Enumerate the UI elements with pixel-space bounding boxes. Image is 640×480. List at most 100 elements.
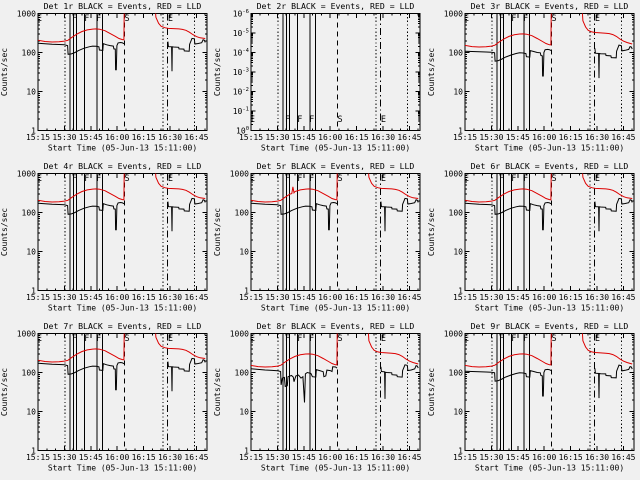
x-tick-label: 15:45 (292, 453, 316, 462)
x-tick-label: 15:30 (52, 293, 76, 302)
plot-det-7r: 15:15 15:30 15:45 16:00 16:15 16:30 16:45 1 10 10… (0, 320, 214, 480)
y-tick-label: 100 (449, 48, 464, 57)
event-flag-letter: E (168, 174, 173, 184)
event-flag-letter: E (595, 14, 600, 24)
x-tick-label: 16:45 (184, 453, 208, 462)
x-tick-label: 15:15 (239, 453, 263, 462)
x-tick-label: 15:45 (79, 133, 103, 142)
x-tick-label: 16:30 (585, 293, 609, 302)
x-tick-label: 15:45 (79, 293, 103, 302)
event-flag-letter: F (309, 174, 314, 184)
event-flag-letter: E (464, 14, 469, 24)
chart-canvas-det-8r: 15:15 15:30 15:45 16:00 16:15 16:30 16:45 1 10 10… (213, 321, 422, 473)
y-tick-label: 100 (235, 368, 250, 377)
event-flag-letter: F (72, 174, 77, 184)
events-curve (251, 366, 338, 403)
y-tick-label: 1 (458, 286, 463, 295)
y-tick-label: 10-2 (233, 87, 249, 96)
y-tick-label: 1 (31, 286, 36, 295)
y-tick-label: 10-5 (233, 29, 249, 38)
event-flag-letter: S (552, 14, 557, 24)
x-tick-label: 16:30 (158, 453, 182, 462)
event-flag-letter: E (250, 334, 255, 344)
plot-title: Det 3r BLACK = Events, RED = LLD (471, 1, 629, 11)
x-tick-label: 16:45 (611, 453, 635, 462)
event-flag-letter: S (125, 14, 130, 24)
x-tick-label: 16:30 (371, 133, 395, 142)
y-axis-label: Counts/sec (0, 48, 9, 96)
events-curve (38, 361, 125, 391)
x-tick-label: 15:15 (453, 133, 477, 142)
event-flag-letter: F (96, 174, 101, 184)
event-flag-letter: F (285, 174, 290, 184)
events-curve (251, 201, 338, 231)
chart-canvas-det-7r: 15:15 15:30 15:45 16:00 16:15 16:30 16:45 1 10 10… (0, 321, 209, 473)
event-flag-letter: E (381, 174, 386, 184)
y-tick-label: 10-1 (233, 107, 249, 116)
plot-title: Det 7r BLACK = Events, RED = LLD (44, 321, 202, 331)
x-tick-label: 16:45 (184, 293, 208, 302)
event-flag-letter: F (285, 334, 290, 344)
plot-title: Det 1r BLACK = Events, RED = LLD (44, 1, 202, 11)
plot-det-4r: 15:15 15:30 15:45 16:00 16:15 16:30 16:45 1 10 10… (0, 160, 214, 320)
x-tick-label: 15:15 (239, 133, 263, 142)
event-flag-letter: F (297, 115, 302, 125)
event-flag-letter: E (595, 174, 600, 184)
event-flag-letter: F (499, 334, 504, 344)
event-flag-letter: F (72, 334, 77, 344)
event-flag-letter: S (338, 115, 343, 125)
x-tick-label: 16:45 (397, 133, 421, 142)
events-curve (167, 197, 206, 232)
y-tick-label: 1000 (230, 329, 249, 338)
x-axis-label: Start Time (05-Jun-13 15:11:00) (48, 464, 197, 473)
x-tick-label: 15:30 (479, 133, 503, 142)
event-flag-letter: E (168, 334, 173, 344)
x-axis-label: Start Time (05-Jun-13 15:11:00) (48, 304, 197, 313)
event-flag-letter: F (499, 14, 504, 24)
events-curve (380, 197, 419, 232)
x-tick-label: 16:45 (397, 453, 421, 462)
plot-det-8r: 15:15 15:30 15:45 16:00 16:15 16:30 16:45 1 10 10… (213, 320, 427, 480)
y-tick-label: 10-6 (233, 9, 249, 18)
x-tick-label: 16:15 (345, 453, 369, 462)
x-tick-label: 15:45 (292, 133, 316, 142)
y-tick-label: 100 (22, 48, 37, 57)
y-tick-label: 1 (244, 286, 249, 295)
plot-title: Det 4r BLACK = Events, RED = LLD (44, 161, 202, 171)
x-tick-label: 15:30 (479, 293, 503, 302)
lld-curve (251, 333, 419, 368)
events-curve (465, 368, 552, 397)
y-tick-label: 1000 (230, 169, 249, 178)
event-flag-letter: F (309, 115, 314, 125)
y-tick-label: 10 (453, 407, 463, 416)
y-axis-label: Counts/sec (427, 208, 436, 256)
event-flag-letter: F (297, 174, 302, 184)
x-tick-label: 16:15 (132, 293, 156, 302)
chart-canvas-det-5r: 15:15 15:30 15:45 16:00 16:15 16:30 16:45 1 10 10… (213, 161, 422, 313)
plot-det-3r: 15:15 15:30 15:45 16:00 16:15 16:30 16:45 1 10 10… (427, 0, 640, 160)
chart-canvas-det-9r: 15:15 15:30 15:45 16:00 16:15 16:30 16:45 1 10 10… (427, 321, 636, 473)
events-curve (167, 37, 206, 72)
plot-det-9r: 15:15 15:30 15:45 16:00 16:15 16:30 16:45 1 10 10… (427, 320, 640, 480)
y-tick-label: 100 (449, 208, 464, 217)
x-tick-label: 16:00 (318, 133, 342, 142)
y-tick-label: 10 (26, 247, 36, 256)
y-tick-label: 1 (458, 446, 463, 455)
y-tick-label: 10-4 (233, 48, 250, 57)
x-tick-label: 15:45 (506, 133, 530, 142)
x-tick-label: 16:30 (585, 133, 609, 142)
event-flag-letter: F (511, 174, 516, 184)
event-flag-letter: F (84, 14, 89, 24)
events-curve (594, 44, 633, 79)
y-axis-label: Counts/sec (427, 48, 436, 96)
event-flag-letter: F (309, 334, 314, 344)
y-tick-label: 100 (22, 208, 37, 217)
y-tick-label: 10 (239, 247, 249, 256)
chart-canvas-det-6r: 15:15 15:30 15:45 16:00 16:15 16:30 16:45 1 10 10… (427, 161, 636, 313)
event-flag-letter: F (523, 174, 528, 184)
x-tick-label: 15:15 (453, 293, 477, 302)
event-flag-letter: F (285, 115, 290, 125)
x-tick-label: 15:45 (292, 293, 316, 302)
y-tick-label: 100 (236, 126, 249, 135)
